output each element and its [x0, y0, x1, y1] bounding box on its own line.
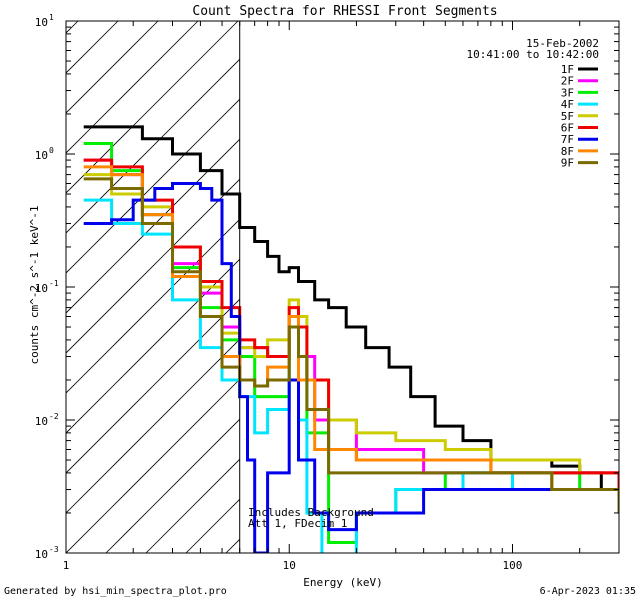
legend-label-8F: 8F [561, 145, 574, 158]
x-axis-label: Energy (keV) [303, 576, 382, 589]
legend-label-2F: 2F [561, 75, 574, 88]
y-tick-label: 10 [35, 548, 48, 561]
y-tick-label: 10 [35, 16, 48, 29]
series-line-9F [83, 177, 619, 513]
legend-label-3F: 3F [561, 86, 574, 99]
series-group [83, 125, 619, 553]
series-line-6F [83, 158, 619, 490]
series-line-3F [83, 142, 619, 544]
hatch-line [66, 58, 240, 234]
hatch-line [66, 21, 159, 114]
y-tick-exponent: 0 [49, 146, 54, 155]
footer-generated-by: Generated by hsi_min_spectra_plot.pro [4, 586, 227, 597]
annotation-background: Includes Background [248, 506, 374, 519]
hatch-line [66, 298, 240, 474]
legend-label-4F: 4F [561, 98, 574, 111]
hatch-line [66, 98, 240, 274]
hatch-line [105, 418, 240, 553]
hatch-line [145, 458, 240, 553]
y-tick-exponent: -3 [49, 545, 59, 554]
annotation-attenuator: Att 1, FDecim 1 [248, 517, 347, 530]
hatch-line [66, 138, 240, 314]
y-axis-label: counts cm^-2 s^-1 keV^-1 [28, 206, 41, 365]
series-line-7F [83, 182, 619, 553]
y-tick-label: 10 [35, 282, 48, 295]
x-tick-label: 10 [283, 559, 296, 572]
series-line-2F [83, 158, 619, 490]
legend-label-5F: 5F [561, 110, 574, 123]
time-range-label: 10:41:00 to 10:42:00 [467, 48, 599, 61]
x-tick-label: 100 [503, 559, 523, 572]
date-label: 15-Feb-2002 [526, 37, 599, 50]
hatch-line [66, 178, 240, 354]
y-tick-exponent: -2 [49, 412, 59, 421]
hatch-line [626, 21, 640, 553]
legend-label-1F: 1F [561, 63, 574, 76]
y-tick-exponent: 1 [49, 13, 54, 22]
hatch-line [66, 21, 199, 154]
y-tick-label: 10 [35, 149, 48, 162]
footer-timestamp: 6-Apr-2023 01:35 [540, 586, 636, 597]
hatch-line [66, 21, 119, 74]
hatch-line [66, 21, 239, 194]
hatch-line [66, 338, 240, 514]
y-tick-label: 10 [35, 415, 48, 428]
legend-label-9F: 9F [561, 157, 574, 170]
y-tick-exponent: -1 [49, 279, 59, 288]
chart-title: Count Spectra for RHESSI Front Segments [192, 4, 497, 19]
hatch-line [66, 378, 240, 553]
series-line-1F [83, 125, 619, 501]
legend-label-7F: 7F [561, 133, 574, 146]
series-line-5F [83, 173, 619, 490]
x-tick-label: 1 [63, 559, 70, 572]
legend-label-6F: 6F [561, 122, 574, 135]
